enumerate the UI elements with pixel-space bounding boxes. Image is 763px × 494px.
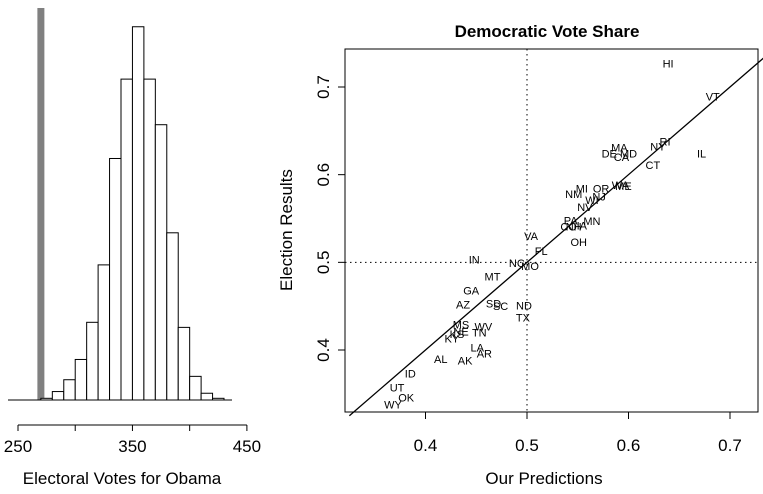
scatter-x-tick-label: 0.4 <box>414 436 438 455</box>
histogram-bar-340-350 <box>120 78 133 401</box>
histogram-bar-370-380 <box>154 124 168 401</box>
reference-line-270 <box>37 8 45 400</box>
state-label-sc: SC <box>493 301 508 313</box>
histogram-x-axis-label: Electoral Votes for Obama <box>23 469 222 488</box>
state-label-tx: TX <box>516 313 531 325</box>
histogram-bar-310-320 <box>86 321 99 401</box>
state-label-ri: RI <box>660 136 671 148</box>
scatter-x-tick-label: 0.7 <box>718 436 742 455</box>
scatter-x-tick-label: 0.5 <box>515 436 539 455</box>
state-label-tn: TN <box>472 327 487 339</box>
state-label-az: AZ <box>456 299 470 311</box>
state-label-pa: PA <box>564 215 579 227</box>
state-label-nm: NM <box>565 189 582 201</box>
state-label-de: DE <box>602 149 617 161</box>
histogram-bar-360-370 <box>143 78 156 401</box>
state-label-oh: OH <box>571 237 588 249</box>
state-label-mt: MT <box>485 271 501 283</box>
histogram-bar-300-310 <box>74 358 88 401</box>
state-label-nc: NC <box>509 258 525 270</box>
state-label-wy: WY <box>384 399 402 411</box>
state-label-ar: AR <box>477 349 492 361</box>
state-label-nj: NJ <box>592 192 605 204</box>
histogram-bar-350-360 <box>131 26 145 401</box>
histogram-bar-330-340 <box>109 157 122 401</box>
state-label-or: OR <box>593 184 610 196</box>
scatter-x-axis-label: Our Predictions <box>485 469 602 488</box>
histogram-reference-layer <box>37 8 45 400</box>
state-label-sd: SD <box>486 299 501 311</box>
state-label-hi: HI <box>663 58 674 70</box>
scatter-y-tick-label: 0.4 <box>314 338 333 362</box>
scatter-x-tick-label: 0.6 <box>617 436 641 455</box>
state-label-ga: GA <box>463 285 480 297</box>
state-label-mn: MN <box>583 216 600 228</box>
scatter-y-tick-label: 0.6 <box>314 163 333 187</box>
histogram-bar-400-410 <box>189 375 202 401</box>
state-label-ne: NE <box>453 327 468 339</box>
histogram-tick-label: 250 <box>4 437 32 456</box>
scatter-y-tick-label: 0.7 <box>314 75 333 99</box>
scatter-y-axis-label: Election Results <box>277 169 296 291</box>
state-label-ms: MS <box>453 320 470 332</box>
state-label-va: VA <box>524 231 539 243</box>
state-label-in: IN <box>469 255 480 267</box>
state-label-id: ID <box>405 369 416 381</box>
state-label-nd: ND <box>516 300 532 312</box>
state-label-nh: NH <box>566 221 582 233</box>
histogram-bar-280-290 <box>51 391 65 401</box>
state-label-vt: VT <box>706 92 720 104</box>
state-label-la: LA <box>471 342 485 354</box>
histogram-bar-320-330 <box>97 264 111 401</box>
scatter-title: Democratic Vote Share <box>455 22 640 41</box>
scatter-reference-lines <box>345 49 763 417</box>
state-label-al: AL <box>434 354 447 366</box>
state-label-ma: MA <box>611 142 628 154</box>
histogram-bar-390-400 <box>177 326 191 401</box>
state-label-mo: MO <box>521 261 539 273</box>
histogram-bar-410-420 <box>200 392 214 401</box>
reference-line-diagonal <box>348 57 763 417</box>
state-label-ct: CT <box>646 160 661 172</box>
histogram-bar-380-390 <box>166 232 179 401</box>
state-label-ca: CA <box>614 152 630 164</box>
state-label-il: IL <box>697 149 706 161</box>
histogram-x-axis: 250 350 450 <box>4 424 261 456</box>
histogram-tick-label: 350 <box>118 437 146 456</box>
state-label-wa: WA <box>612 180 630 192</box>
state-label-nv: NV <box>577 202 593 214</box>
state-label-ia: IA <box>577 221 588 233</box>
scatter-y-axis: 0.4 0.5 0.6 0.7 <box>314 75 345 362</box>
state-label-me: ME <box>615 181 632 193</box>
state-label-fl: FL <box>535 246 548 258</box>
state-label-wv: WV <box>474 321 492 333</box>
scatter-y-tick-label: 0.5 <box>314 251 333 275</box>
state-label-ny: NY <box>650 142 666 154</box>
histogram-tick-label: 450 <box>233 437 261 456</box>
scatter-plot-frame <box>344 48 759 413</box>
histogram-bar-290-300 <box>63 379 76 401</box>
histogram-bars <box>40 26 225 401</box>
state-label-ut: UT <box>390 383 405 395</box>
state-label-ak: AK <box>458 356 473 368</box>
state-label-wi: WI <box>585 195 598 207</box>
state-label-ok: OK <box>398 392 415 404</box>
scatter-x-axis: 0.4 0.5 0.6 0.7 <box>414 412 742 455</box>
state-label-co: CO <box>560 221 577 233</box>
histogram-panel: 250 350 450 Electoral Votes for Obama <box>4 8 261 488</box>
state-label-md: MD <box>620 149 637 161</box>
state-label-ky: KY <box>445 334 460 346</box>
state-label-ks: KS <box>450 329 465 341</box>
state-label-mi: MI <box>576 184 588 196</box>
